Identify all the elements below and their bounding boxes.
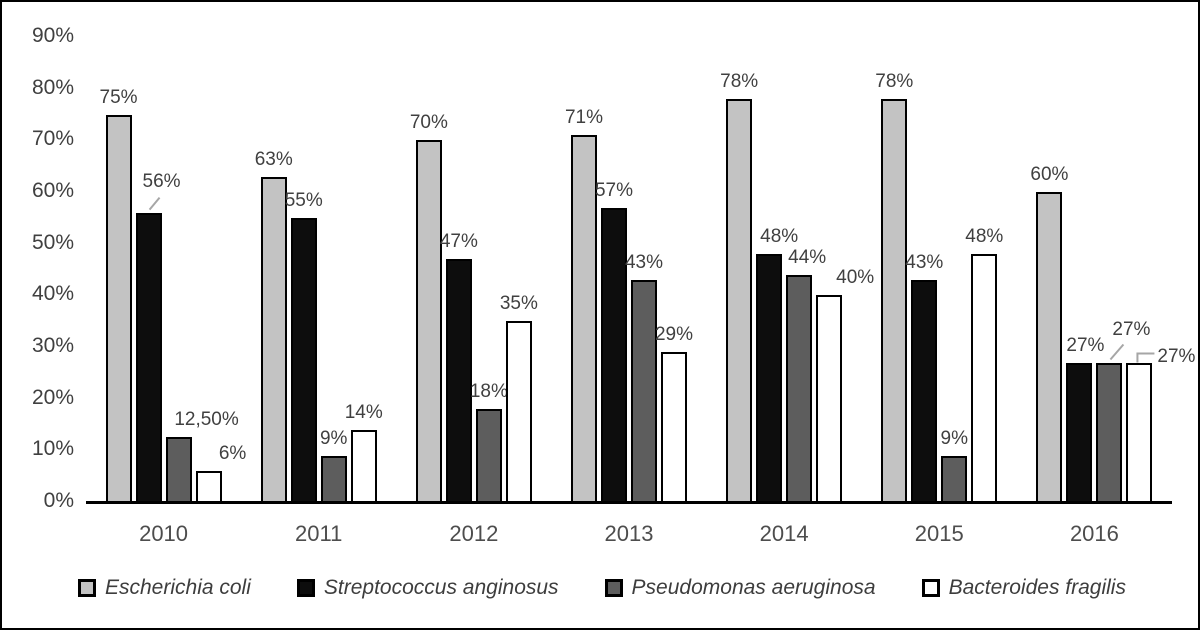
- bar-value-label: 47%: [439, 231, 478, 253]
- bar: [631, 279, 657, 503]
- bar-value-label: 18%: [469, 381, 508, 402]
- y-tick-label: 60%: [31, 179, 74, 202]
- legend: Escherichia coli Streptococcus anginosus P…: [2, 576, 1198, 600]
- legend-swatch-3: [604, 579, 623, 597]
- y-tick-label: 40%: [31, 282, 74, 306]
- bar: [881, 99, 908, 503]
- bar: [726, 99, 753, 503]
- bar: [135, 212, 162, 503]
- bar: [165, 437, 192, 503]
- y-tick-label: 90%: [31, 24, 74, 47]
- legend-item: Streptococcus anginosus: [296, 576, 559, 600]
- bar: [1066, 362, 1093, 503]
- bar-value-label: 35%: [499, 293, 538, 315]
- legend-label: Pseudomonas aeruginosa: [631, 576, 876, 599]
- y-tick-label: 70%: [31, 127, 74, 151]
- bar-value-label: 44%: [788, 246, 827, 268]
- x-category-label: 2011: [295, 521, 343, 546]
- x-category-label: 2013: [604, 521, 654, 546]
- y-tick-label: 50%: [31, 230, 74, 254]
- bar: [445, 259, 472, 503]
- bar-value-label: 27%: [1066, 334, 1105, 356]
- legend-item: Bacteroides fragilis: [921, 576, 1126, 600]
- bar-value-label: 6%: [218, 443, 247, 464]
- x-category-label: 2014: [759, 521, 809, 546]
- legend-label: Bacteroides fragilis: [948, 576, 1126, 599]
- bar-value-label: 14%: [344, 401, 383, 423]
- bar-value-label: 12,50%: [174, 409, 239, 431]
- legend-item: Pseudomonas aeruginosa: [604, 576, 876, 600]
- bar-value-label: 29%: [654, 324, 694, 346]
- legend-label: Escherichia coli: [105, 576, 251, 599]
- bar: [350, 429, 377, 503]
- bar-value-label: 63%: [254, 148, 293, 170]
- bar-value-label: 60%: [1030, 164, 1069, 185]
- bar: [756, 254, 783, 503]
- bar-value-label: 43%: [905, 251, 944, 273]
- x-axis-line: [86, 501, 1172, 504]
- y-tick-label: 80%: [31, 75, 74, 99]
- bar-value-label: 71%: [564, 107, 604, 129]
- y-tick-label: 10%: [31, 437, 74, 461]
- legend-swatch-4: [921, 579, 940, 597]
- bar: [415, 140, 442, 503]
- y-tick-label: 20%: [31, 385, 74, 409]
- bar: [571, 135, 597, 503]
- bar-value-label: 78%: [875, 71, 914, 92]
- bar-value-label: 48%: [965, 226, 1004, 247]
- bar: [971, 254, 998, 503]
- bar-value-label: 40%: [836, 267, 875, 289]
- bar-value-label: 43%: [624, 251, 664, 273]
- bar-value-label: 78%: [720, 71, 759, 92]
- x-category-label: 2015: [914, 521, 964, 546]
- bar: [1036, 192, 1063, 503]
- bar: [601, 207, 627, 503]
- legend-swatch-1: [78, 579, 96, 597]
- bar: [505, 321, 532, 503]
- bar-value-label: 48%: [760, 226, 799, 247]
- x-category-label: 2012: [449, 521, 499, 546]
- bar-value-label: 75%: [99, 86, 138, 108]
- legend-item: Escherichia coli: [78, 576, 251, 600]
- bar: [475, 409, 502, 503]
- bar: [290, 217, 317, 503]
- bar: [1126, 362, 1153, 503]
- bar: [260, 176, 287, 503]
- bar-value-label: 27%: [1112, 318, 1151, 340]
- bar-value-label: 70%: [409, 112, 448, 134]
- bar-value-label: 9%: [940, 427, 969, 449]
- bar-value-label: 56%: [142, 170, 181, 192]
- x-category-label: 2010: [139, 521, 189, 546]
- y-tick-label: 30%: [31, 334, 74, 357]
- bar: [195, 471, 222, 503]
- bar-value-label: 55%: [284, 189, 323, 211]
- bar: [911, 279, 938, 503]
- bar: [105, 114, 132, 503]
- y-tick-label: 0%: [43, 489, 74, 512]
- bar: [1096, 362, 1123, 503]
- x-category-label: 2016: [1069, 521, 1119, 546]
- bar-value-label: 57%: [594, 179, 634, 201]
- bar-value-label: 9%: [319, 427, 348, 449]
- bar: [941, 455, 968, 503]
- legend-label: Streptococcus anginosus: [323, 576, 559, 599]
- bar: [661, 352, 687, 503]
- bar: [816, 295, 843, 503]
- bar: [786, 274, 813, 503]
- bar-value-label: 27%: [1157, 345, 1196, 367]
- bar: [320, 455, 347, 503]
- legend-swatch-2: [296, 579, 315, 597]
